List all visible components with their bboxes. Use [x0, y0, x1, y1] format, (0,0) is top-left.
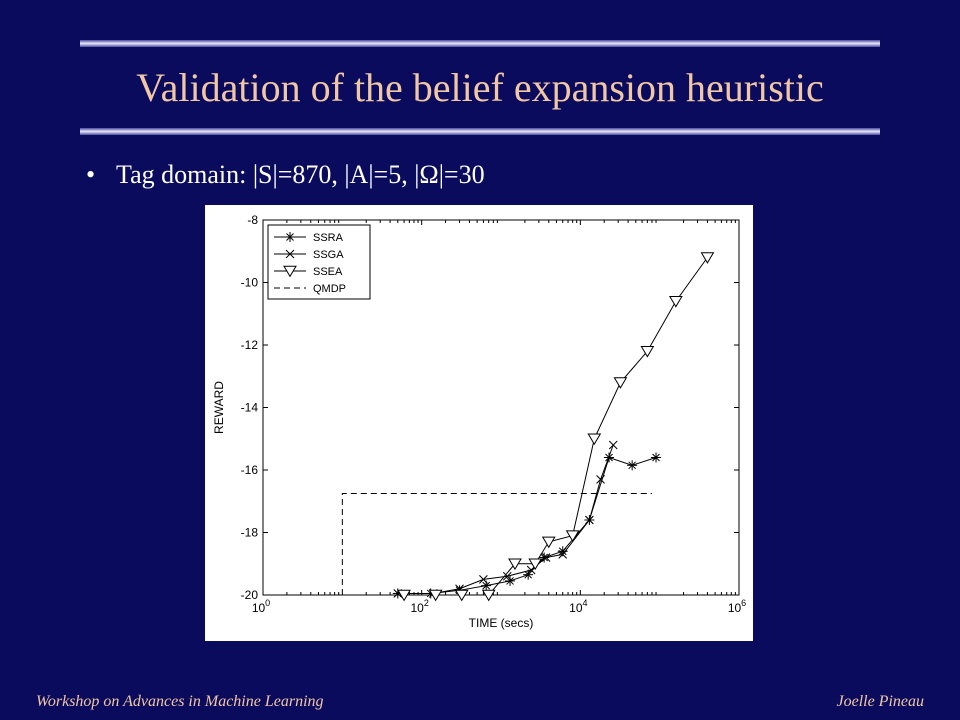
series-line — [404, 257, 708, 596]
bullet-dot-icon: • — [86, 160, 96, 189]
point-marker — [587, 433, 602, 446]
title-rule-bottom — [80, 128, 880, 135]
y-tick-label: -18 — [241, 526, 259, 540]
series-ssea — [397, 252, 715, 602]
chart-legend: SSRA SSGA SSEA QMDP — [267, 224, 371, 300]
x-tick-label: 100 — [252, 598, 270, 615]
title-rule-top — [80, 40, 880, 47]
point-marker — [397, 589, 411, 602]
legend-label: SSRA — [313, 232, 344, 244]
point-marker — [454, 589, 469, 602]
legend-label: SSGA — [313, 249, 344, 261]
point-marker — [541, 536, 556, 549]
slide-title: Validation of the belief expansion heuri… — [136, 65, 824, 110]
point-marker — [286, 233, 294, 241]
x-tick-label: 106 — [728, 598, 746, 615]
point-marker — [479, 575, 488, 584]
point-marker — [506, 577, 514, 585]
point-marker — [613, 377, 628, 389]
point-marker — [608, 440, 618, 450]
y-tick-label: -10 — [241, 276, 259, 290]
y-tick-label: -14 — [241, 401, 259, 415]
x-tick-label: 104 — [569, 598, 587, 615]
series-qmdp — [341, 492, 652, 595]
point-marker — [508, 558, 522, 571]
point-marker — [652, 453, 660, 462]
legend-label: SSEA — [313, 266, 343, 278]
series-line — [397, 444, 614, 594]
point-marker — [628, 461, 637, 470]
y-tick-label: -20 — [241, 588, 259, 602]
point-marker — [700, 252, 715, 264]
point-marker — [540, 553, 549, 562]
chart-panel: -8 -10 -12 -14 -16 -18 -20 100 102 104 106 TIME (se… — [205, 205, 753, 641]
x-axis-label: TIME (secs) — [469, 616, 534, 630]
point-marker — [502, 571, 512, 581]
point-marker — [482, 581, 491, 590]
point-marker — [558, 550, 568, 559]
point-marker — [524, 570, 533, 579]
point-marker — [528, 558, 543, 571]
series-line — [341, 492, 652, 595]
y-axis-label: REWARD — [212, 381, 226, 434]
point-marker — [668, 295, 683, 308]
y-tick-label: -16 — [241, 463, 259, 477]
point-marker — [285, 249, 295, 259]
x-tick-label: 102 — [410, 598, 428, 615]
point-marker — [585, 515, 594, 525]
point-marker — [640, 345, 655, 358]
series-ssga — [393, 440, 618, 598]
footer-author: Joelle Pineau — [836, 693, 924, 710]
point-marker — [596, 475, 605, 484]
series-ssra — [392, 452, 662, 599]
point-marker — [283, 265, 297, 278]
bullet-text: Tag domain: |S|=870, |A|=5, |Ω|=30 — [116, 160, 485, 189]
footer-workshop: Workshop on Advances in Machine Learning — [36, 693, 324, 710]
bullet-item: • Tag domain: |S|=870, |A|=5, |Ω|=30 — [86, 160, 485, 190]
point-marker — [565, 530, 580, 543]
point-marker — [541, 553, 551, 562]
point-marker — [428, 589, 443, 602]
y-tick-label: -8 — [247, 213, 258, 227]
point-marker — [558, 547, 567, 556]
point-marker — [481, 589, 496, 602]
y-tick-label: -12 — [241, 338, 259, 352]
legend-label: QMDP — [313, 283, 346, 295]
